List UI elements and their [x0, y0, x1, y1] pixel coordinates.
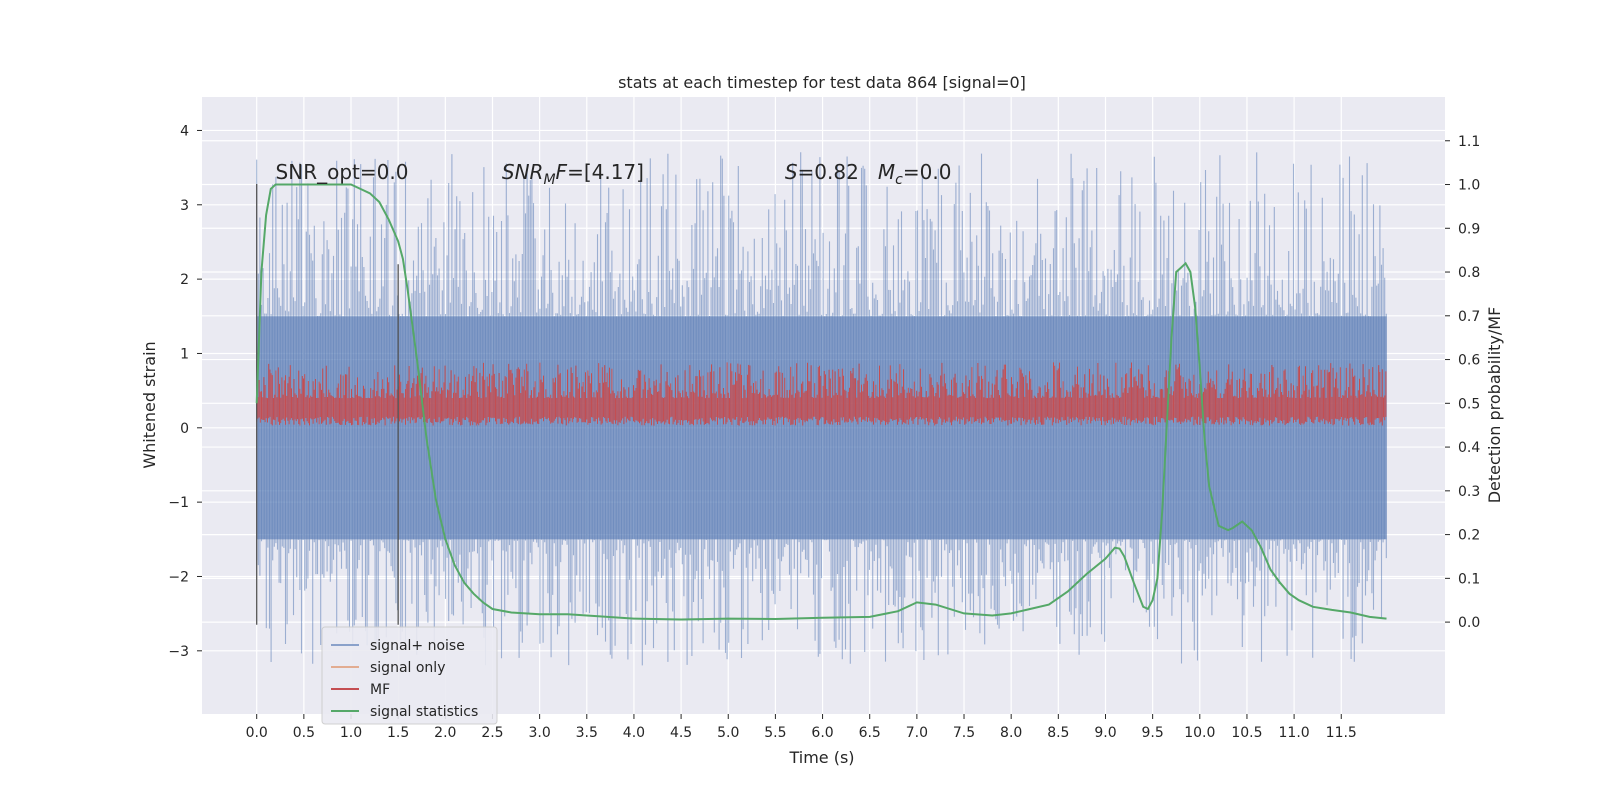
x-tick-label: 7.5: [953, 725, 975, 741]
y2-axis-label: Detection probability/MF: [1485, 307, 1504, 504]
y-axis-ticks: 4 3 2 1 0 −1 −2 −3: [168, 123, 202, 660]
y-tick-label: 4: [180, 123, 189, 139]
legend-label: signal statistics: [370, 704, 478, 720]
x-tick-label: 6.5: [859, 725, 881, 741]
x-tick-label: 8.0: [1000, 725, 1022, 741]
x-tick-label: 0.5: [293, 725, 315, 741]
y-tick-label: 2: [180, 272, 189, 288]
x-tick-label: 10.5: [1231, 725, 1262, 741]
y2-tick-label: 0.4: [1458, 440, 1480, 456]
x-tick-label: 9.5: [1142, 725, 1164, 741]
x-tick-label: 5.5: [764, 725, 786, 741]
x-axis-ticks: 0.0 0.5 1.0 1.5 2.0 2.5 3.0 3.5 4.0 4.5 5.0 5.5 6.0 6…: [246, 714, 1357, 741]
legend-label: signal only: [370, 660, 445, 676]
x-axis-label: Time (s): [788, 748, 854, 767]
y-tick-label: −3: [168, 644, 189, 660]
y2-tick-label: 0.5: [1458, 396, 1480, 412]
annotation: SNR_opt=0.0: [276, 160, 409, 184]
x-tick-label: 6.0: [811, 725, 833, 741]
y-tick-label: −1: [168, 495, 189, 511]
x-tick-label: 2.0: [434, 725, 456, 741]
y-tick-label: 1: [180, 346, 189, 362]
marker-lines: [256, 183, 399, 625]
y2-tick-label: 0.3: [1458, 484, 1480, 500]
annotations: SNR_opt=0.0 SNRMF=[4.17] S=0.82 Mc=0.0: [276, 160, 952, 188]
x-tick-label: 1.0: [340, 725, 362, 741]
y2-tick-label: 0.6: [1458, 353, 1480, 369]
x-tick-label: 0.0: [246, 725, 268, 741]
y2-tick-label: 0.9: [1458, 221, 1480, 237]
x-tick-label: 11.5: [1326, 725, 1357, 741]
y2-tick-label: 0.0: [1458, 615, 1480, 631]
x-tick-label: 3.5: [576, 725, 598, 741]
y-tick-label: −2: [168, 569, 189, 585]
x-tick-label: 1.5: [387, 725, 409, 741]
annotation: SNRMF=[4.17]: [502, 160, 644, 188]
y2-tick-label: 1.0: [1458, 178, 1480, 194]
x-tick-label: 10.0: [1184, 725, 1215, 741]
x-tick-label: 4.5: [670, 725, 692, 741]
y2-tick-label: 0.7: [1458, 309, 1480, 325]
y2-tick-label: 0.2: [1458, 528, 1480, 544]
x-tick-label: 5.0: [717, 725, 739, 741]
x-tick-label: 11.0: [1279, 725, 1310, 741]
legend-items: signal+ noise signal only MF signal statist…: [331, 638, 478, 720]
chart-title: stats at each timestep for test data 864…: [618, 73, 1026, 92]
legend-label: signal+ noise: [370, 638, 465, 654]
annotation: S=0.82 Mc=0.0: [785, 160, 952, 188]
legend: signal+ noise signal only MF signal statist…: [321, 626, 498, 725]
signal-statistics-line: [255, 183, 1387, 621]
x-tick-label: 3.0: [528, 725, 550, 741]
y2-axis-ticks: 1.1 1.0 0.9 0.8 0.7 0.6 0.5 0.4 0.3 0.2 0.1 0.0: [1445, 134, 1480, 631]
x-tick-label: 4.0: [623, 725, 645, 741]
x-tick-label: 7.0: [906, 725, 928, 741]
y2-tick-label: 1.1: [1458, 134, 1480, 150]
legend-label: MF: [370, 682, 390, 698]
y-tick-label: 3: [180, 198, 189, 214]
y2-tick-label: 0.1: [1458, 571, 1480, 587]
series-signal-statistics: [255, 183, 1387, 621]
x-tick-label: 8.5: [1047, 725, 1069, 741]
x-tick-label: 2.5: [481, 725, 503, 741]
y-tick-label: 0: [180, 421, 189, 437]
legend-box: [321, 626, 498, 725]
y2-tick-label: 0.8: [1458, 265, 1480, 281]
y-axis-label: Whitened strain: [140, 341, 159, 468]
x-tick-label: 9.0: [1094, 725, 1116, 741]
